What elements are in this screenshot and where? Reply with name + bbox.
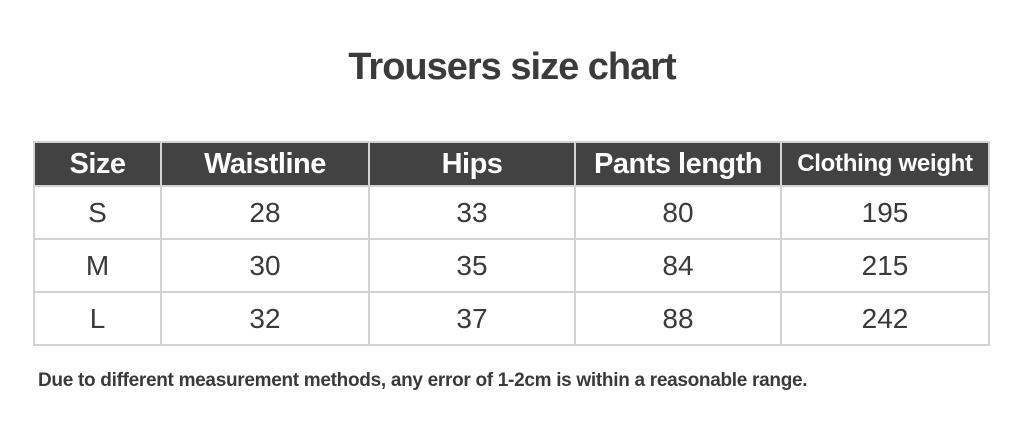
cell-waistline: 30	[160, 238, 370, 293]
cell-pants-length: 88	[574, 291, 782, 346]
header-cell-waistline: Waistline	[160, 141, 370, 187]
cell-hips: 37	[368, 291, 576, 346]
table-row-l: L 32 37 88 242	[33, 291, 990, 346]
cell-waistline: 28	[160, 185, 370, 240]
cell-size: M	[33, 238, 162, 293]
measurement-note: Due to different measurement methods, an…	[38, 370, 808, 391]
size-chart-table: Size Waistline Hips Pants length Clothin…	[33, 141, 990, 346]
table-header-row: Size Waistline Hips Pants length Clothin…	[33, 141, 990, 187]
cell-clothing-weight: 215	[780, 238, 990, 293]
cell-pants-length: 84	[574, 238, 782, 293]
cell-clothing-weight: 242	[780, 291, 990, 346]
table-row-m: M 30 35 84 215	[33, 238, 990, 293]
cell-hips: 35	[368, 238, 576, 293]
cell-waistline: 32	[160, 291, 370, 346]
header-cell-pants-length: Pants length	[574, 141, 782, 187]
table-row-s: S 28 33 80 195	[33, 185, 990, 240]
cell-pants-length: 80	[574, 185, 782, 240]
header-cell-clothing-weight: Clothing weight	[780, 141, 990, 187]
cell-size: S	[33, 185, 162, 240]
cell-clothing-weight: 195	[780, 185, 990, 240]
header-cell-hips: Hips	[368, 141, 576, 187]
cell-hips: 33	[368, 185, 576, 240]
page-title: Trousers size chart	[348, 46, 676, 88]
cell-size: L	[33, 291, 162, 346]
header-cell-size: Size	[33, 141, 162, 187]
